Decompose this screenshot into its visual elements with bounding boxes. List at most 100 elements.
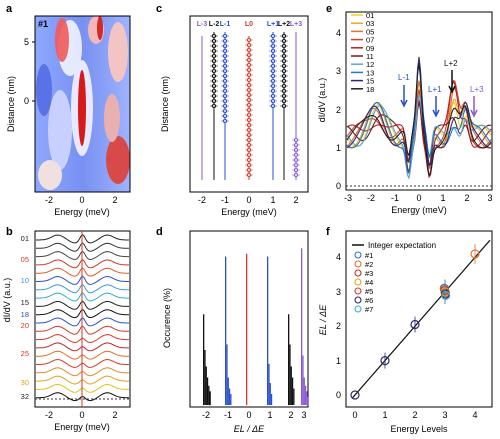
panel-f-xtick: 2: [412, 410, 417, 420]
panel-b-xlabel: Energy (meV): [54, 422, 110, 432]
legend-entry: #1: [365, 251, 373, 260]
occurrence-bar: [208, 385, 210, 406]
curve-label: 18: [21, 310, 29, 319]
panel-f-ytick: 0: [336, 390, 341, 400]
legend-marker: [354, 278, 362, 286]
panel-f-xtick: 4: [472, 410, 477, 420]
annotation-l+2: L+2: [444, 59, 458, 68]
panel-f-xtick: 0: [352, 410, 357, 420]
panel-f-ytick: 2: [336, 321, 341, 331]
legend-marker: [354, 251, 362, 259]
panel-a-xtick: -2: [45, 195, 53, 205]
legend-marker: [354, 305, 362, 313]
legend-entry: #4: [365, 278, 373, 287]
column-label: L-3: [197, 21, 208, 28]
column-label: L+1: [267, 21, 279, 28]
column-label: L+3: [290, 21, 302, 28]
curve-label: 25: [21, 349, 29, 358]
panel-d-xtick: -2: [202, 410, 210, 420]
occurrence-bar: [246, 253, 248, 406]
panel-d-xticks: -2 -1 0 1 2 3: [202, 410, 307, 420]
panel-c-xtick: 0: [246, 195, 251, 205]
panel-a-yticks: 0 5: [24, 37, 35, 106]
panel-c: c L-3 L-2 L-1 L0 L+1L+2 L+3 Distance (nm) -2 …: [156, 3, 309, 217]
panel-e-letter: e: [326, 3, 332, 15]
column-label: L+2: [278, 21, 290, 28]
panel-c-xtick: -1: [221, 195, 229, 205]
panel-c-xtick: -2: [198, 195, 206, 205]
panel-b-curve-labels: 01 05 10 15 18 20 25 30 32: [21, 234, 29, 401]
annotation-l+3: L+3: [470, 85, 484, 94]
occurrence-bar: [307, 396, 309, 406]
panel-a-features: [36, 16, 130, 190]
column-label: L-2: [209, 21, 220, 28]
occurrence-bar: [226, 344, 228, 405]
occurrence-bar: [288, 314, 290, 406]
curve-label: 05: [21, 255, 29, 264]
legend-marker: [354, 296, 362, 304]
panel-d-xtick: 2: [288, 410, 293, 420]
annotation-l+1: L+1: [428, 85, 442, 94]
panel-d-xlabel: EL / ΔE: [234, 424, 265, 434]
spectrum-curve: [346, 56, 492, 166]
occurrence-bar: [225, 256, 227, 405]
panel-a-xtick: 2: [112, 195, 117, 205]
panel-c-xticks: -2 -1 0 1 2: [198, 195, 299, 205]
panel-a-xticks: -2 0 2: [45, 195, 118, 205]
panel-a: a #1 0 5 Distance (nm) -2: [6, 3, 131, 217]
panel-e-xtick: -2: [367, 193, 375, 203]
occurrence-bar: [203, 314, 205, 406]
legend-entry: #3: [365, 269, 373, 278]
occurrence-bar: [267, 256, 269, 405]
panel-b-xtick: 2: [112, 410, 117, 420]
spectrum-curve: [346, 80, 492, 179]
panel-e-xtick: 2: [464, 193, 469, 203]
occurrence-bar: [209, 391, 211, 406]
column-label: L-1: [220, 21, 231, 28]
occurrence-bar: [306, 391, 308, 406]
curve-label: 10: [21, 276, 29, 285]
panel-a-xlabel: Energy (meV): [54, 207, 110, 217]
panel-c-ylabel: Distance (nm): [160, 76, 170, 132]
arrow-icon: [400, 85, 408, 108]
legend-marker: [354, 287, 362, 295]
panel-e-ytick: 4: [336, 28, 341, 38]
occurrence-bar: [230, 394, 232, 405]
panel-f-ytick: 1: [336, 356, 341, 366]
panel-e-ylabel: dI/dV (a.u.): [317, 78, 327, 123]
panel-d-bars: [203, 248, 309, 406]
panel-d-xtick: 0: [246, 410, 251, 420]
legend-entry: 18: [366, 85, 374, 94]
legend-marker: [354, 260, 362, 268]
panel-a-tag: #1: [38, 19, 48, 29]
panel-d-letter: d: [156, 226, 163, 238]
panel-d-ylabel: Occurence (%): [162, 288, 172, 348]
panel-f-legend: Integer expectation #1#2#3#4#5#6#7: [352, 241, 436, 314]
annotation-l-1: L-1: [398, 73, 410, 82]
panel-c-letter: c: [156, 3, 162, 15]
panel-e-curves: [346, 56, 492, 180]
legend-entry: 03: [366, 19, 374, 28]
panel-d-xtick: 1: [267, 410, 272, 420]
panel-f: f Integer expectation #1#2#3#4#5#6#7 EL …: [318, 226, 493, 434]
panel-e-xtick: -1: [391, 193, 399, 203]
data-point: [380, 356, 390, 366]
panel-e-yticks: 0 1 2 3 4: [336, 28, 341, 191]
spectrum-curve: [346, 101, 492, 175]
panel-f-xticks: 0 1 2 3 4: [352, 410, 477, 420]
panel-e-xtick: 0: [416, 193, 421, 203]
panel-e-annotations: L-1 L+1 L+2 L+3: [398, 59, 484, 118]
panel-f-letter: f: [326, 226, 330, 238]
legend-entry: 11: [366, 52, 374, 61]
legend-entry: 01: [366, 11, 374, 20]
panel-d: d Occurence (%) -2 -1 0 1 2 3 EL / ΔE: [156, 226, 309, 434]
occurrence-bar: [269, 383, 271, 405]
occurrence-bar: [303, 377, 305, 405]
occurrence-bar: [205, 366, 207, 405]
occurrence-bar: [304, 385, 307, 406]
panel-f-plot: [350, 239, 491, 400]
arrow-icon: [470, 96, 478, 118]
panel-e-xlabel: Energy (meV): [391, 205, 447, 215]
spectrum-curve: [346, 79, 492, 179]
panel-f-ytick: 4: [336, 252, 341, 262]
